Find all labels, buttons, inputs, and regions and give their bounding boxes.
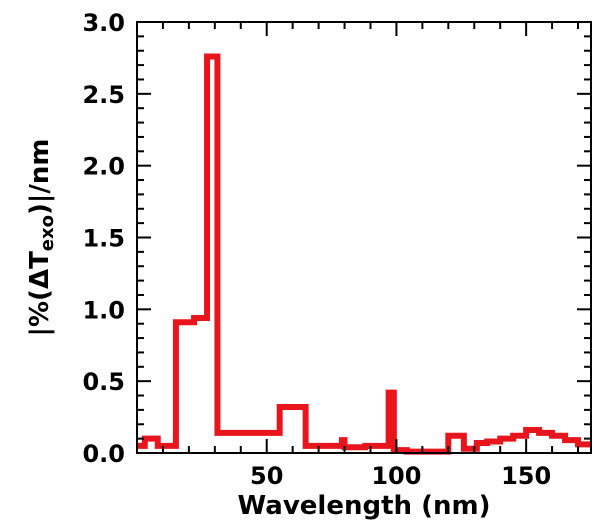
y-tick-label: 0.0 <box>82 440 125 468</box>
plot-layer <box>137 53 591 455</box>
x-tick-label: 150 <box>501 462 551 490</box>
y-axis-title: |%(ΔTexo)|/nm <box>25 139 58 337</box>
x-axis-title: Wavelength (nm) <box>238 491 491 521</box>
y-tick-label: 2.5 <box>82 81 125 109</box>
tick-layer: 0.0 0.5 1.0 1.5 2.0 2.5 3.0 50 100 150 <box>82 9 591 490</box>
y-tick-label: 1.5 <box>82 225 125 253</box>
y-tick-label: 0.5 <box>82 368 125 396</box>
y-tick-label: 1.0 <box>82 296 125 324</box>
y-tick-label: 2.0 <box>82 153 125 181</box>
x-tick-label: 50 <box>250 462 283 490</box>
y-axis-title-sub: exo <box>37 215 58 251</box>
y-axis-title-pre: |%(ΔT <box>25 251 55 337</box>
y-tick-label: 3.0 <box>82 9 125 37</box>
x-tick-label: 100 <box>371 462 421 490</box>
histogram-series-line <box>137 53 591 455</box>
y-axis-title-post: )|/nm <box>25 139 55 215</box>
plot-frame <box>136 21 592 454</box>
